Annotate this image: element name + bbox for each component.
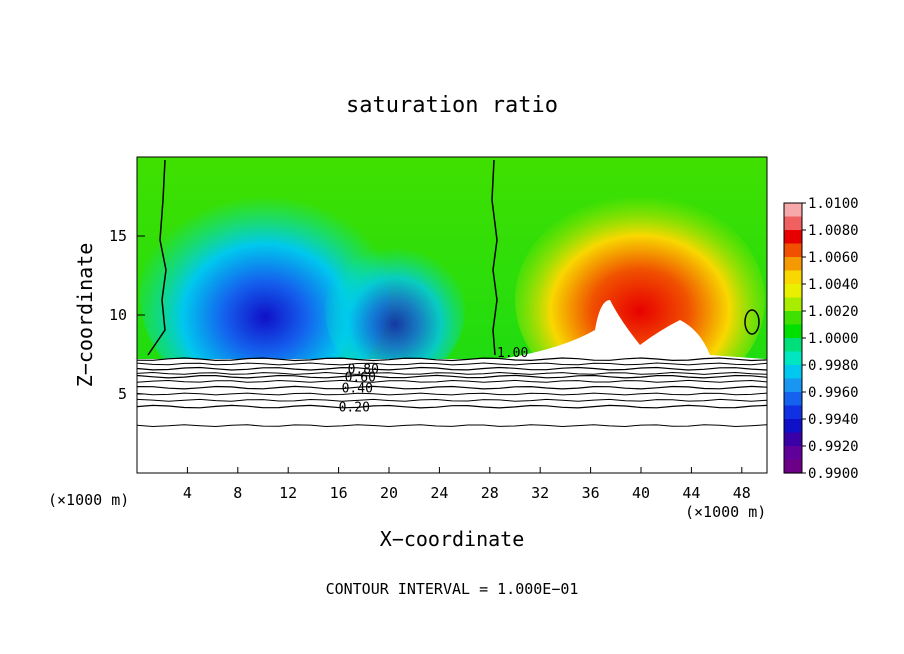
contour-line	[136, 371, 768, 375]
colorbar-label: 1.0060	[808, 250, 859, 266]
contour-lines: 0.20 0.400.600.80	[136, 357, 768, 428]
contour-line	[136, 379, 768, 383]
colorbar-label: 1.0020	[808, 304, 859, 320]
contour-label: 0.60	[345, 371, 376, 386]
contour-line	[136, 424, 768, 428]
x-tick-label: 20	[380, 484, 398, 502]
colorbar-swatch	[784, 419, 802, 434]
dry-region-center	[325, 240, 465, 380]
x-unit-left: (×1000 m)	[48, 491, 129, 509]
x-tick-label: 12	[279, 484, 297, 502]
colorbar-swatch	[784, 405, 802, 420]
x-tick-label: 24	[430, 484, 448, 502]
x-tick-label: 40	[632, 484, 650, 502]
contour-label: 0.20	[339, 401, 370, 416]
contour-line	[136, 398, 768, 402]
colorbar-swatch	[784, 230, 802, 245]
colorbar: 1.0100 1.0080 1.0060 1.0040 1.0020 1.0000 0.99…	[783, 196, 859, 482]
contour-label-unit: 1.00	[497, 346, 528, 361]
contour-line	[136, 357, 768, 362]
colorbar-label: 0.9960	[808, 385, 859, 401]
colorbar-swatch	[784, 257, 802, 272]
chart-title: saturation ratio	[346, 93, 558, 118]
contour-line	[136, 392, 768, 396]
colorbar-swatch	[784, 432, 802, 447]
colorbar-swatch	[784, 203, 802, 218]
contour-line	[136, 366, 768, 371]
colorbar-swatch	[784, 446, 802, 461]
y-tick-label: 10	[109, 306, 127, 324]
colorbar-label: 1.0000	[808, 331, 859, 347]
y-tick-label: 5	[118, 385, 127, 403]
colorbar-label: 1.0080	[808, 223, 859, 239]
colorbar-swatch	[784, 324, 802, 339]
x-unit-right: (×1000 m)	[685, 503, 766, 521]
colorbar-label: 0.9900	[808, 466, 859, 482]
x-tick-label: 36	[582, 484, 600, 502]
contour-line	[136, 385, 768, 390]
colorbar-swatch	[784, 351, 802, 366]
dry-region-left	[140, 185, 390, 405]
y-axis-label: Z−coordinate	[73, 243, 97, 388]
colorbar-swatch	[784, 284, 802, 299]
colorbar-label: 0.9940	[808, 412, 859, 428]
unit-contour-small	[744, 309, 760, 335]
colorbar-label: 1.0040	[808, 277, 859, 293]
plot-area: 0.20 0.400.600.80 1.00	[136, 156, 768, 474]
unit-contour-left	[147, 159, 167, 356]
y-axis: 5 10 15	[109, 227, 145, 403]
colorbar-swatch	[784, 216, 802, 231]
x-tick-label: 48	[733, 484, 751, 502]
colorbar-swatch	[784, 243, 802, 258]
y-tick-label: 15	[109, 227, 127, 245]
x-tick-label: 44	[682, 484, 700, 502]
contour-label: 0.40	[342, 382, 373, 397]
x-tick-label: 28	[481, 484, 499, 502]
contour-label: 0.80	[348, 363, 379, 378]
x-axis-label: X−coordinate	[380, 527, 525, 551]
colorbar-swatch	[784, 311, 802, 326]
colorbar-label: 1.0100	[808, 196, 859, 212]
colorbar-swatch	[784, 270, 802, 285]
colorbar-swatch	[784, 459, 802, 474]
colorbar-label: 0.9980	[808, 358, 859, 374]
contour-interval-note: CONTOUR INTERVAL = 1.000E−01	[326, 580, 579, 598]
cloud-free-gap	[500, 300, 765, 359]
contour-line	[136, 362, 768, 366]
x-tick-label: 8	[233, 484, 242, 502]
x-tick-label: 4	[183, 484, 192, 502]
x-tick-label: 16	[330, 484, 348, 502]
colorbar-swatch	[784, 392, 802, 407]
colorbar-swatch	[784, 365, 802, 380]
x-axis: 4 8 12 16 20 24 28 32 36 40 44 48	[183, 467, 751, 502]
contour-line	[136, 404, 768, 409]
unit-contour-center	[491, 159, 498, 356]
colorbar-swatch	[784, 338, 802, 353]
x-tick-label: 32	[531, 484, 549, 502]
colorbar-swatch	[784, 378, 802, 393]
contour-line	[136, 374, 768, 379]
colorbar-label: 0.9920	[808, 439, 859, 455]
colorbar-swatch	[784, 297, 802, 312]
